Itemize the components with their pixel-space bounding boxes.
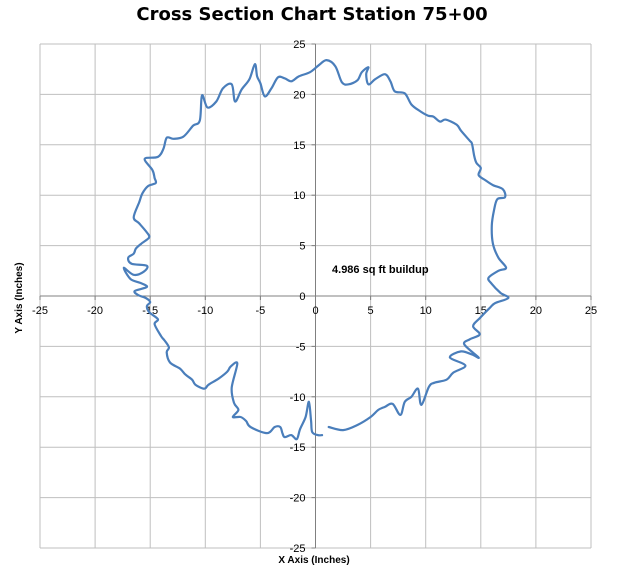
buildup-annotation: 4.986 sq ft buildup: [332, 264, 429, 276]
y-tick-label: -15: [290, 442, 306, 454]
y-tick-label: 5: [299, 241, 305, 253]
x-tick-label: -10: [197, 305, 213, 317]
y-tick-label: 10: [293, 190, 305, 202]
axes: [39, 43, 592, 549]
x-tick-label: 5: [368, 305, 374, 317]
x-tick-label: 20: [530, 305, 542, 317]
y-axis-title: Y Axis (Inches): [14, 262, 25, 333]
x-tick-label: -20: [87, 305, 103, 317]
x-tick-label: -5: [256, 305, 266, 317]
y-tick-label: -20: [290, 493, 306, 505]
y-tick-label: 0: [299, 291, 305, 303]
cross-section-line: [122, 59, 510, 441]
y-tick-label: -25: [290, 543, 306, 555]
y-tick-label: -5: [296, 341, 306, 353]
x-tick-label: 10: [420, 305, 432, 317]
x-axis-title: X Axis (Inches): [278, 555, 349, 566]
chart-title: Cross Section Chart Station 75+00: [136, 4, 488, 25]
x-tick-label: -15: [142, 305, 158, 317]
y-tick-label: 20: [293, 89, 305, 101]
y-tick-label: 25: [293, 39, 305, 51]
x-tick-label: 25: [585, 305, 597, 317]
x-tick-label: 15: [475, 305, 487, 317]
y-tick-label: 15: [293, 140, 305, 152]
series-layer: [122, 59, 510, 441]
y-tick-label: -10: [290, 392, 306, 404]
annotation-layer: 4.986 sq ft buildup: [332, 264, 429, 276]
tick-labels: -25 -20 -15 -10 -5 0 5 10 15 20 25 -25 -20 -15 -10 -5 0 5…: [32, 39, 597, 555]
x-tick-label: -25: [32, 305, 48, 317]
x-tick-label: 0: [312, 305, 318, 317]
